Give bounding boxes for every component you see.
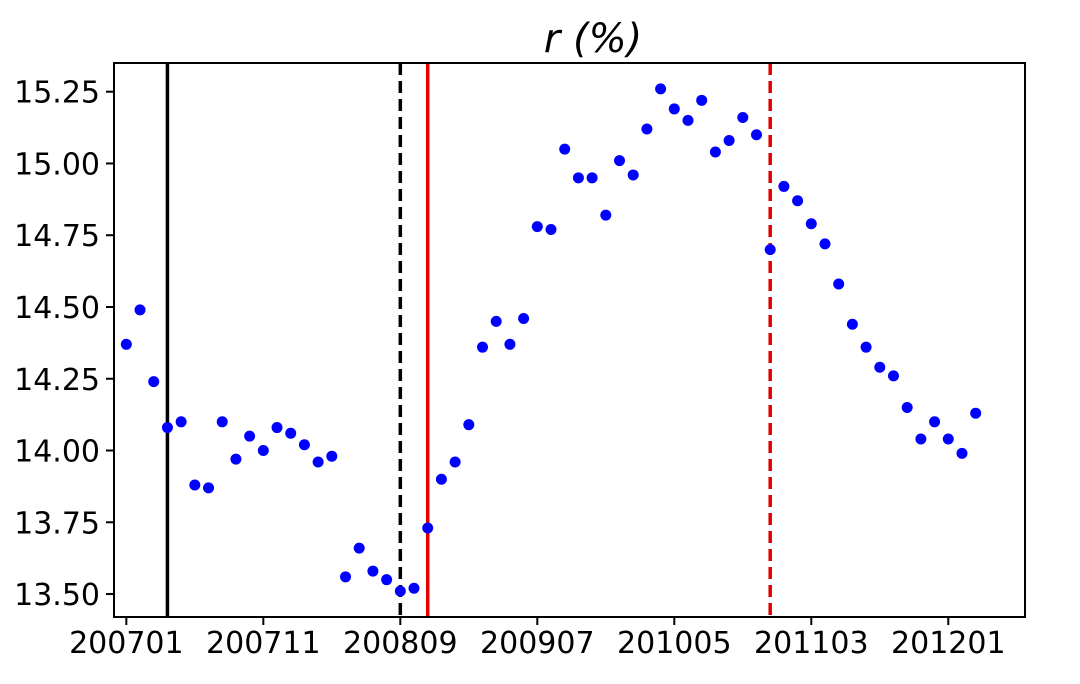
data-point xyxy=(572,172,584,184)
data-point xyxy=(134,304,146,316)
data-point xyxy=(244,430,256,442)
data-point xyxy=(956,447,968,459)
x-tick-label: 201005 xyxy=(617,626,732,661)
data-point xyxy=(833,278,845,290)
data-point xyxy=(312,456,324,468)
y-tick-label: 14.50 xyxy=(14,291,100,326)
data-point xyxy=(203,482,215,494)
data-point xyxy=(257,445,269,457)
data-point xyxy=(216,416,228,428)
data-point xyxy=(326,450,338,462)
data-point xyxy=(970,407,982,419)
data-point xyxy=(490,315,502,327)
data-point xyxy=(655,83,667,95)
data-point xyxy=(161,422,173,434)
y-tick-label: 15.25 xyxy=(14,76,100,111)
data-point xyxy=(285,427,297,439)
data-point xyxy=(435,473,447,485)
data-point xyxy=(353,542,365,554)
data-point xyxy=(367,565,379,577)
data-point xyxy=(586,172,598,184)
data-point xyxy=(723,135,735,147)
data-point xyxy=(422,522,434,534)
data-point xyxy=(504,338,516,350)
data-point xyxy=(463,419,475,431)
x-tick-label: 200701 xyxy=(69,626,184,661)
data-point xyxy=(394,585,406,597)
data-point xyxy=(545,223,557,235)
data-point xyxy=(189,479,201,491)
x-tick-label: 200711 xyxy=(206,626,321,661)
data-point xyxy=(737,112,749,124)
x-tick-label: 200907 xyxy=(480,626,595,661)
data-point xyxy=(874,361,886,373)
data-point xyxy=(531,221,543,233)
y-tick-label: 13.50 xyxy=(14,578,100,613)
data-point xyxy=(764,244,776,256)
data-point xyxy=(668,103,680,115)
y-tick-label: 14.00 xyxy=(14,435,100,470)
data-point xyxy=(614,155,626,167)
data-point xyxy=(175,416,187,428)
data-point xyxy=(230,453,242,465)
data-point xyxy=(518,312,530,324)
x-tick-label: 201201 xyxy=(891,626,1006,661)
chart-title: r (%) xyxy=(544,16,642,62)
data-point xyxy=(915,433,927,445)
data-point xyxy=(682,114,694,126)
x-tick-label: 200809 xyxy=(343,626,458,661)
plot-frame xyxy=(113,62,1026,618)
data-point xyxy=(929,416,941,428)
data-point xyxy=(750,129,762,141)
x-axis: 200701 200711 200809 200907 201005 201103 2012… xyxy=(69,617,1006,661)
data-point xyxy=(271,422,283,434)
data-point xyxy=(641,123,653,135)
data-point xyxy=(408,582,420,594)
y-tick-label: 14.25 xyxy=(14,363,100,398)
data-point xyxy=(792,195,804,207)
y-tick-label: 14.75 xyxy=(14,219,100,254)
data-point xyxy=(709,146,721,158)
y-axis: 13.50 13.75 14.00 14.25 14.50 14.75 15.00 15.25 xyxy=(14,76,114,613)
data-point xyxy=(600,209,612,221)
data-point xyxy=(449,456,461,468)
data-point xyxy=(901,401,913,413)
data-point xyxy=(120,338,132,350)
data-point xyxy=(778,180,790,192)
data-point xyxy=(559,143,571,155)
data-point xyxy=(381,574,393,586)
data-point xyxy=(942,433,954,445)
data-point xyxy=(846,318,858,330)
x-tick-label: 201103 xyxy=(754,626,869,661)
data-point xyxy=(696,94,708,106)
y-tick-label: 13.75 xyxy=(14,506,100,541)
y-tick-label: 15.00 xyxy=(14,147,100,182)
data-point xyxy=(887,370,899,382)
data-points xyxy=(120,83,982,597)
reference-lines xyxy=(165,63,772,617)
data-point xyxy=(819,238,831,250)
data-point xyxy=(340,571,352,583)
data-point xyxy=(805,218,817,230)
data-point xyxy=(860,341,872,353)
data-point xyxy=(148,376,160,388)
data-point xyxy=(298,439,310,451)
data-point xyxy=(627,169,639,181)
data-point xyxy=(477,341,489,353)
